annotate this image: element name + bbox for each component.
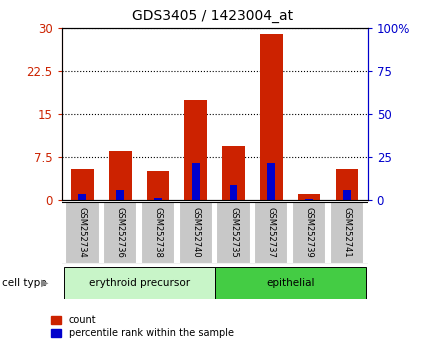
Bar [103, 202, 137, 264]
Text: epithelial: epithelial [266, 278, 314, 288]
Bar [222, 145, 245, 200]
Bar [109, 152, 131, 200]
Bar [230, 184, 238, 200]
Bar [292, 202, 326, 264]
Text: GSM252741: GSM252741 [343, 207, 351, 258]
Bar [65, 202, 99, 264]
Bar [192, 163, 200, 200]
Bar [305, 199, 313, 200]
Legend: count, percentile rank within the sample: count, percentile rank within the sample [47, 312, 238, 342]
Bar [330, 202, 364, 264]
Text: GSM252738: GSM252738 [153, 207, 162, 258]
Bar [178, 202, 213, 264]
Bar [116, 190, 124, 200]
Bar [79, 194, 86, 200]
Bar [63, 267, 215, 299]
Bar [335, 169, 358, 200]
Bar [254, 202, 289, 264]
Bar [267, 163, 275, 200]
Bar [154, 198, 162, 200]
Text: GDS3405 / 1423004_at: GDS3405 / 1423004_at [132, 9, 293, 23]
Text: GSM252739: GSM252739 [305, 207, 314, 258]
Text: cell type: cell type [2, 278, 47, 288]
Text: GSM252737: GSM252737 [267, 207, 276, 258]
Bar [141, 202, 175, 264]
Text: erythroid precursor: erythroid precursor [88, 278, 190, 288]
Text: GSM252740: GSM252740 [191, 207, 200, 258]
Bar [343, 190, 351, 200]
Bar [71, 169, 94, 200]
Bar [298, 194, 320, 200]
Bar [215, 267, 366, 299]
Bar [260, 34, 283, 200]
Text: GSM252735: GSM252735 [229, 207, 238, 258]
Text: GSM252734: GSM252734 [78, 207, 87, 258]
Bar [184, 100, 207, 200]
Text: ▶: ▶ [41, 278, 48, 288]
Text: GSM252736: GSM252736 [116, 207, 125, 258]
Bar [147, 171, 169, 200]
Bar [216, 202, 251, 264]
